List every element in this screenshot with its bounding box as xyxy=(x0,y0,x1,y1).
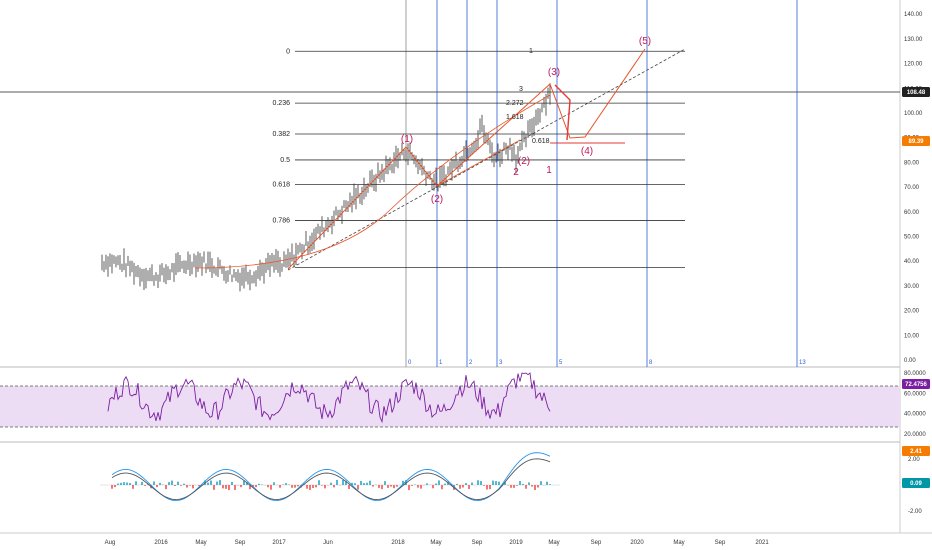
curve-arc xyxy=(194,94,551,269)
price-tick-label: 140.00 xyxy=(904,12,923,18)
last-price-badge-text: 108.48 xyxy=(907,90,926,96)
time-tick-label: May xyxy=(673,540,684,546)
macd-signal-line xyxy=(111,458,551,501)
price-tick-label: 100.00 xyxy=(904,111,923,117)
rsi-tick-label: 40.0000 xyxy=(904,412,926,418)
fib-level-label: 0.618 xyxy=(272,182,290,189)
price-tick-label: 50.00 xyxy=(904,235,920,241)
time-tick-label: Sep xyxy=(591,540,602,546)
rsi-tick-label: 60.0000 xyxy=(904,391,926,397)
fib-extension-label: 2.272 xyxy=(506,100,524,107)
fib-level-label: 0 xyxy=(286,48,290,55)
time-tick-label: 2017 xyxy=(272,540,286,546)
time-zone-label: 13 xyxy=(799,360,806,366)
wave-label: (1) xyxy=(401,134,413,145)
wave-label: (5) xyxy=(639,36,651,47)
time-tick-label: Sep xyxy=(715,540,726,546)
secondary-price-badge-text: 89.39 xyxy=(908,139,924,145)
rsi-tick-label: 20.0000 xyxy=(904,432,926,438)
time-zone-label: 5 xyxy=(559,360,563,366)
price-tick-label: 10.00 xyxy=(904,333,920,339)
time-tick-label: 2016 xyxy=(154,540,168,546)
price-tick-label: 80.00 xyxy=(904,160,920,166)
elliott-wave-path xyxy=(287,48,646,270)
dashed-trend-line xyxy=(287,48,686,271)
wave-label: 2 xyxy=(513,167,519,178)
price-tick-label: 70.00 xyxy=(904,185,920,191)
fib-level-label: 0.236 xyxy=(272,100,290,107)
fib-level-label: 0.786 xyxy=(272,217,290,224)
macd-hist-badge-text: 0.09 xyxy=(910,481,922,487)
price-tick-label: 40.00 xyxy=(904,259,920,265)
price-tick-label: 120.00 xyxy=(904,62,923,68)
time-zone-label: 8 xyxy=(649,360,653,366)
wave-label: (2) xyxy=(518,156,530,167)
time-tick-label: 2020 xyxy=(630,540,644,546)
time-tick-label: May xyxy=(430,540,441,546)
rsi-value-badge xyxy=(902,379,930,389)
time-zone-label: 1 xyxy=(439,360,443,366)
macd-value-badge xyxy=(902,446,930,456)
time-tick-label: May xyxy=(195,540,206,546)
last-price-badge xyxy=(902,87,930,97)
time-tick-label: Sep xyxy=(472,540,483,546)
price-tick-label: 130.00 xyxy=(904,37,923,43)
wave-label: (2) xyxy=(431,194,443,205)
wave-label: (4) xyxy=(581,146,593,157)
time-zone-label: 3 xyxy=(499,360,503,366)
rsi-line xyxy=(107,372,551,424)
macd-value-badge-text: 2.41 xyxy=(910,449,922,455)
fib-level-label: 0.382 xyxy=(272,131,290,138)
macd-tick-label: -2.00 xyxy=(908,509,922,515)
rsi-band xyxy=(0,386,900,427)
time-tick-label: 2021 xyxy=(755,540,769,546)
price-tick-label: 20.00 xyxy=(904,309,920,315)
price-tick-label: 60.00 xyxy=(904,210,920,216)
fib-extension-label: 3 xyxy=(519,86,523,93)
time-tick-label: May xyxy=(548,540,559,546)
projection-arrow xyxy=(554,84,571,141)
fib-level-label: 0.5 xyxy=(280,157,290,164)
price-tick-label: 30.00 xyxy=(904,284,920,290)
macd-line xyxy=(111,452,551,502)
rsi-value-badge-text: 72.4756 xyxy=(905,382,927,388)
time-zone-label: 0 xyxy=(408,360,412,366)
secondary-price-badge xyxy=(902,136,930,146)
time-tick-label: 2018 xyxy=(391,540,405,546)
macd-hist-badge xyxy=(902,478,930,488)
fib-extension-label: 1 xyxy=(529,48,533,55)
channel-line xyxy=(436,139,521,187)
fib-extension-label: 0.618 xyxy=(532,138,550,145)
fib-extension-label: 1.618 xyxy=(506,114,524,121)
price-tick-label: 0.00 xyxy=(904,358,916,364)
wave-label: (3) xyxy=(548,67,560,78)
time-tick-label: Jun xyxy=(323,540,333,546)
macd-tick-label: 2.00 xyxy=(908,457,920,463)
time-zone-label: 2 xyxy=(469,360,473,366)
wave-label: 1 xyxy=(546,165,552,176)
rsi-tick-label: 80.0000 xyxy=(904,371,926,377)
time-tick-label: 2019 xyxy=(509,540,523,546)
time-tick-label: Aug xyxy=(105,540,116,546)
time-tick-label: Sep xyxy=(235,540,246,546)
